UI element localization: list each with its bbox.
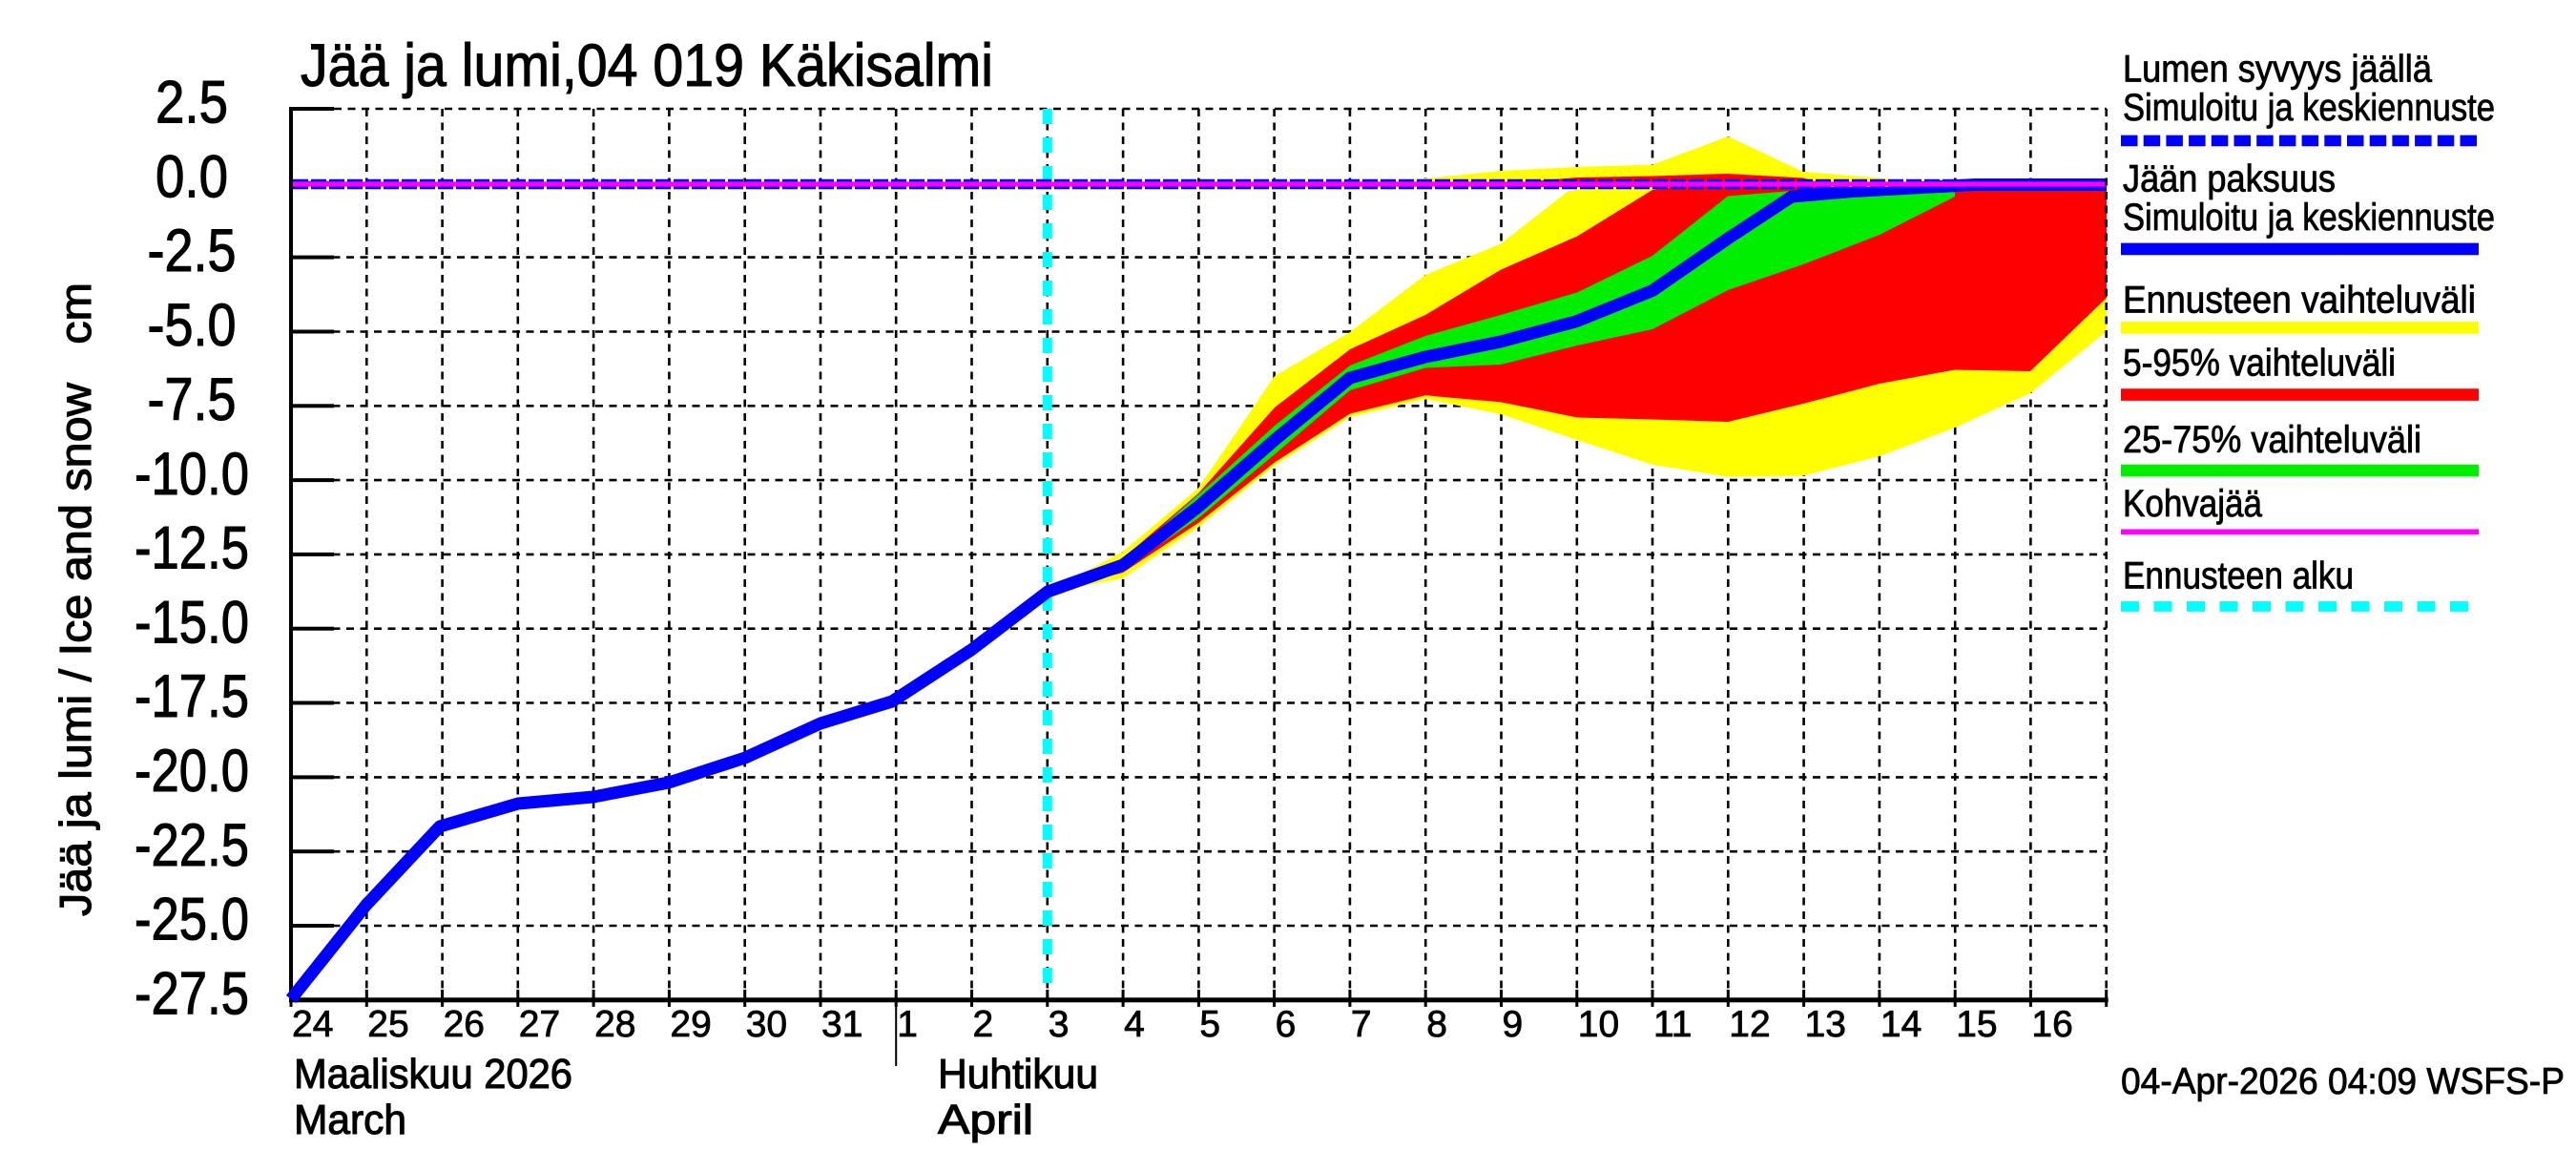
- svg-text:Ennusteen vaihteluväli: Ennusteen vaihteluväli: [2123, 279, 2476, 321]
- svg-text:30: 30: [746, 1004, 787, 1045]
- svg-text:Lumen syvyys jäällä: Lumen syvyys jäällä: [2123, 49, 2432, 91]
- svg-text:March: March: [294, 1097, 406, 1143]
- svg-text:-20.0: -20.0: [135, 738, 249, 805]
- svg-text:Jää ja lumi,04 019 Käkisalmi: Jää ja lumi,04 019 Käkisalmi: [301, 32, 993, 99]
- svg-text:Jään paksuus: Jään paksuus: [2123, 158, 2336, 200]
- svg-text:10: 10: [1578, 1004, 1619, 1045]
- svg-text:-25.0: -25.0: [135, 887, 249, 953]
- svg-text:26: 26: [444, 1004, 485, 1045]
- svg-text:2: 2: [973, 1004, 994, 1045]
- svg-text:14: 14: [1880, 1004, 1922, 1045]
- svg-text:2.5: 2.5: [156, 70, 228, 136]
- svg-text:28: 28: [594, 1004, 635, 1045]
- svg-text:15: 15: [1956, 1004, 1997, 1045]
- svg-text:-12.5: -12.5: [135, 515, 249, 582]
- svg-text:9: 9: [1503, 1004, 1524, 1045]
- svg-text:5-95% vaihteluväli: 5-95% vaihteluväli: [2123, 343, 2396, 385]
- svg-text:31: 31: [821, 1004, 862, 1045]
- svg-text:-15.0: -15.0: [135, 589, 249, 656]
- svg-text:-17.5: -17.5: [135, 663, 249, 730]
- svg-text:April: April: [938, 1097, 1033, 1143]
- svg-text:25: 25: [367, 1004, 408, 1045]
- svg-text:Jää ja lumi / Ice and snow c: Jää ja lumi / Ice and snow cm: [51, 282, 100, 916]
- svg-text:Kohvajää: Kohvajää: [2123, 483, 2262, 525]
- svg-text:Maaliskuu 2026: Maaliskuu 2026: [294, 1051, 572, 1098]
- svg-text:13: 13: [1805, 1004, 1846, 1045]
- svg-text:25-75% vaihteluväli: 25-75% vaihteluväli: [2123, 419, 2421, 461]
- svg-text:24: 24: [292, 1004, 333, 1045]
- svg-text:3: 3: [1049, 1004, 1070, 1045]
- svg-text:4: 4: [1124, 1004, 1145, 1045]
- svg-text:Huhtikuu: Huhtikuu: [938, 1051, 1098, 1098]
- svg-text:8: 8: [1426, 1004, 1447, 1045]
- svg-text:6: 6: [1276, 1004, 1297, 1045]
- svg-text:29: 29: [670, 1004, 711, 1045]
- svg-text:0.0: 0.0: [156, 144, 228, 211]
- svg-text:16: 16: [2031, 1004, 2072, 1045]
- svg-text:11: 11: [1653, 1004, 1693, 1045]
- svg-text:-27.5: -27.5: [135, 961, 249, 1028]
- svg-text:27: 27: [519, 1004, 560, 1045]
- svg-text:5: 5: [1199, 1004, 1220, 1045]
- svg-text:-22.5: -22.5: [135, 812, 249, 879]
- svg-text:7: 7: [1351, 1004, 1372, 1045]
- svg-text:-7.5: -7.5: [148, 366, 237, 433]
- svg-text:1: 1: [897, 1004, 918, 1045]
- svg-text:12: 12: [1729, 1004, 1770, 1045]
- svg-text:Simuloitu ja keskiennuste: Simuloitu ja keskiennuste: [2123, 197, 2495, 239]
- svg-text:Ennusteen alku: Ennusteen alku: [2123, 555, 2354, 597]
- svg-text:-10.0: -10.0: [135, 441, 249, 508]
- svg-text:-5.0: -5.0: [148, 292, 237, 359]
- svg-text:-2.5: -2.5: [148, 218, 237, 284]
- svg-text:04-Apr-2026 04:09 WSFS-P: 04-Apr-2026 04:09 WSFS-P: [2121, 1061, 2565, 1102]
- svg-text:Simuloitu ja keskiennuste: Simuloitu ja keskiennuste: [2123, 87, 2495, 129]
